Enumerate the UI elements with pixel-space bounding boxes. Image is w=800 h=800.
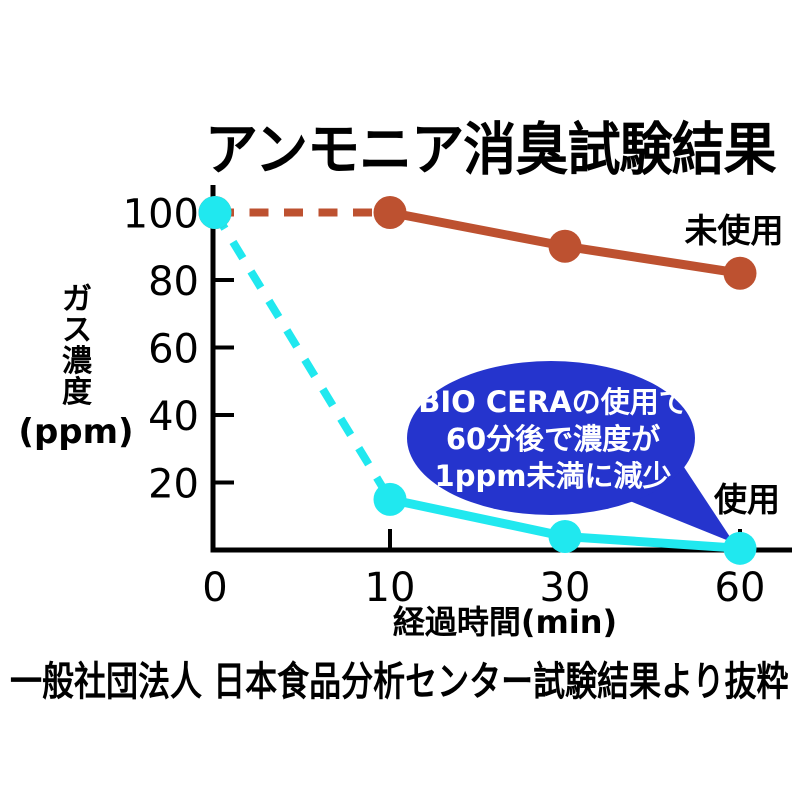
y-axis-label: ガス濃度: [62, 282, 93, 410]
x-tick-label: 60: [715, 565, 766, 611]
source-note: 一般社団法人 日本食品分析センター試験結果より抜粋: [10, 659, 789, 705]
x-tick-label: 30: [540, 565, 591, 611]
data-point-marker: [373, 196, 407, 229]
data-point-marker: [548, 520, 582, 553]
y-tick-label: 40: [148, 394, 199, 440]
series-markers-0: [198, 196, 757, 290]
x-axis-label: 経過時間(min): [393, 603, 617, 641]
bubble-line-2: 60分後で濃度が: [446, 422, 660, 456]
y-tick-label: 20: [148, 462, 199, 508]
y-tick-labels: 100 80 60 40 20: [123, 192, 199, 508]
dashed-segment: [211, 210, 394, 502]
series-markers: [198, 196, 757, 565]
y-axis-ticks: [213, 210, 234, 485]
bubble-line-3: 1ppm未満に減少: [435, 459, 672, 493]
series-label-used: 使用: [714, 480, 780, 519]
chart-title: アンモニア消臭試験結果: [205, 117, 777, 183]
x-tick-labels: 0 10 30 60: [202, 565, 765, 611]
data-point-marker: [373, 482, 407, 516]
data-point-marker: [723, 531, 757, 565]
bubble-line-1: BIO CERAの使用で: [418, 385, 688, 419]
series-markers-1: [198, 196, 757, 565]
series-line-0: [215, 208, 745, 278]
x-tick-label: 10: [365, 565, 416, 611]
y-tick-label: 100: [123, 192, 199, 238]
y-tick-label: 60: [148, 327, 199, 373]
y-tick-label: 80: [148, 259, 199, 305]
series-label-unused: 未使用: [685, 211, 784, 250]
y-axis-unit-label: (ppm): [18, 412, 133, 452]
data-point-marker: [548, 229, 582, 263]
annotation-bubble: BIO CERAの使用で 60分後で濃度が 1ppm未満に減少: [407, 361, 734, 543]
data-point-marker: [723, 256, 757, 290]
data-point-marker: [198, 196, 232, 229]
bubble-body: [407, 361, 695, 515]
x-tick-label: 0: [202, 565, 227, 611]
